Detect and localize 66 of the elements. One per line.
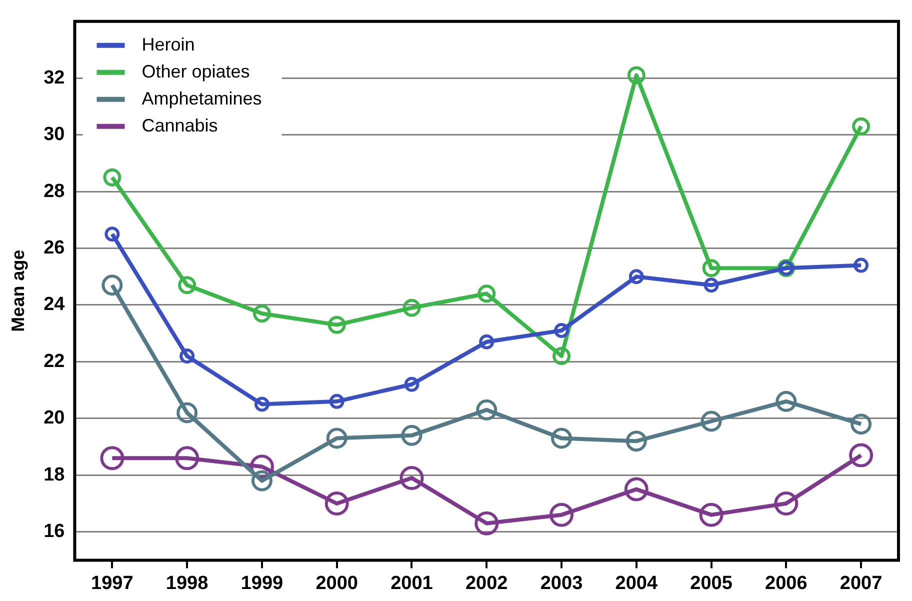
point [104, 226, 120, 242]
y-tick-label: 16 [44, 521, 65, 542]
point [554, 323, 570, 338]
point [702, 259, 720, 278]
y-tick-label: 22 [44, 350, 65, 372]
x-tick-label: 1999 [240, 572, 284, 594]
point [850, 414, 872, 435]
y-tick-label: 20 [44, 408, 65, 429]
x-tick-label: 2001 [390, 572, 434, 594]
point [627, 66, 646, 84]
point [476, 399, 498, 420]
point [102, 274, 123, 296]
point [551, 428, 572, 449]
point [103, 168, 122, 186]
legend-label: Heroin [142, 34, 195, 54]
point [402, 298, 421, 317]
point [700, 410, 722, 432]
point [404, 376, 420, 392]
point [628, 269, 644, 284]
point [704, 278, 719, 293]
point [854, 258, 869, 273]
x-tick-label: 1998 [166, 572, 208, 594]
point [176, 402, 198, 424]
x-tick-label: 2004 [615, 572, 658, 594]
y-tick-label: 32 [44, 67, 65, 88]
point [776, 390, 797, 412]
point [324, 491, 349, 516]
point [478, 284, 496, 303]
point [175, 446, 200, 470]
legend-label: Other opiates [142, 61, 250, 82]
y-tick-label: 24 [44, 294, 66, 316]
y-tick-label: 18 [44, 464, 65, 486]
point [699, 502, 724, 527]
y-tick-label: 28 [44, 180, 65, 202]
point [479, 334, 494, 350]
point [251, 470, 272, 492]
x-tick-label: 2000 [316, 572, 358, 594]
point [474, 511, 499, 536]
legend-label: Cannabis [142, 115, 218, 136]
x-tick-label: 2002 [465, 572, 508, 594]
x-tick-label: 2005 [690, 572, 733, 594]
point [326, 428, 348, 449]
x-tick-label: 1997 [91, 572, 134, 594]
legend-label: Amphetamines [142, 88, 262, 108]
x-tick-label: 2003 [540, 572, 583, 594]
point [100, 446, 124, 470]
point [180, 348, 195, 364]
y-tick-label: 30 [44, 124, 65, 146]
point [550, 502, 574, 527]
point [774, 491, 798, 516]
x-tick-label: 2007 [840, 572, 882, 594]
point [329, 394, 344, 409]
point [178, 276, 196, 294]
point [254, 396, 270, 412]
point [552, 347, 571, 366]
point [400, 466, 424, 490]
point [252, 304, 271, 322]
point [626, 430, 647, 452]
point [624, 477, 648, 502]
y-axis-title: Mean age [8, 250, 28, 332]
point [401, 424, 422, 446]
y-tick-label: 26 [44, 238, 65, 258]
point [852, 117, 870, 136]
point [328, 316, 346, 334]
x-tick-label: 2006 [765, 572, 808, 594]
point [849, 443, 874, 468]
